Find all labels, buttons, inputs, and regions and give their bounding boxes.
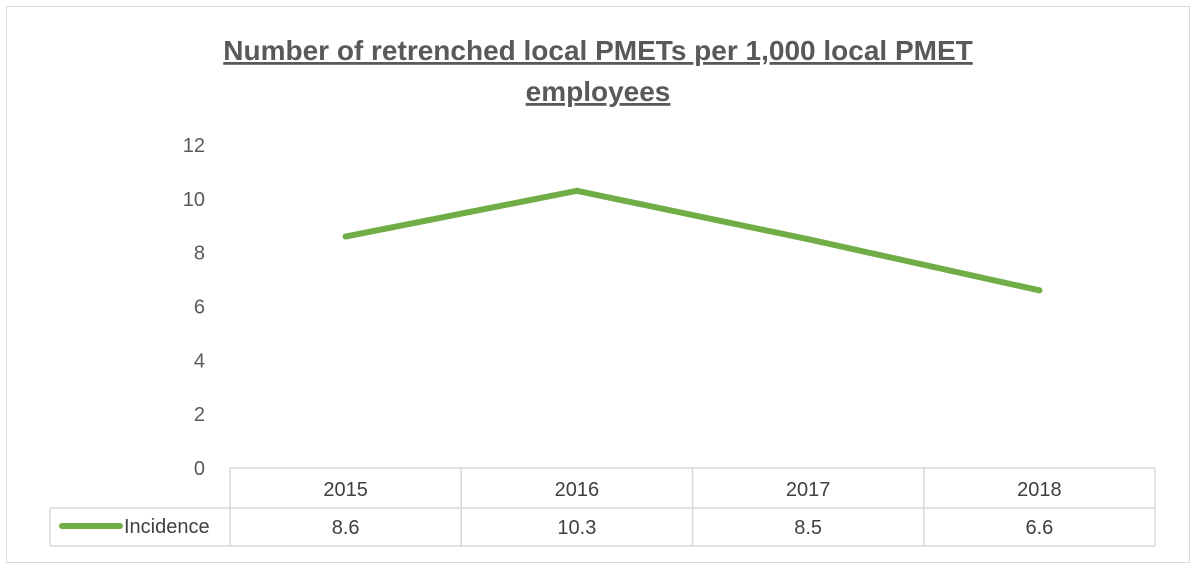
chart-title-line-2: employees xyxy=(526,76,671,107)
x-category-label: 2017 xyxy=(786,479,831,501)
series-incidence xyxy=(342,187,1043,294)
data-point xyxy=(573,187,580,194)
x-category-label: 2018 xyxy=(1017,479,1062,501)
data-point xyxy=(342,233,349,240)
data-value-label: 8.6 xyxy=(332,517,360,539)
x-category-label: 2016 xyxy=(555,479,600,501)
y-tick-label: 12 xyxy=(183,135,205,157)
data-value-label: 10.3 xyxy=(557,517,596,539)
data-value-label: 6.6 xyxy=(1025,517,1053,539)
chart-frame xyxy=(6,6,1190,563)
y-tick-label: 8 xyxy=(194,243,205,265)
x-category-label: 2015 xyxy=(323,479,368,501)
y-axis: 0 2 4 6 8 10 12 xyxy=(183,135,205,480)
y-tick-label: 10 xyxy=(183,189,205,211)
y-tick-label: 6 xyxy=(194,297,205,319)
data-value-label: 8.5 xyxy=(794,517,822,539)
y-tick-label: 2 xyxy=(194,404,205,426)
data-point xyxy=(805,236,812,243)
y-tick-label: 0 xyxy=(194,458,205,480)
data-table: 2015 8.6 2016 10.3 2017 8.5 2018 6.6 Incidence xyxy=(49,467,1156,547)
chart-title: Number of retrenched local PMETs per 1,0… xyxy=(223,35,972,107)
series-line xyxy=(342,187,1043,294)
data-point xyxy=(1036,287,1043,294)
y-tick-label: 4 xyxy=(194,350,205,372)
chart-title-line-1: Number of retrenched local PMETs per 1,0… xyxy=(223,35,972,66)
legend-series-name: Incidence xyxy=(124,516,210,538)
